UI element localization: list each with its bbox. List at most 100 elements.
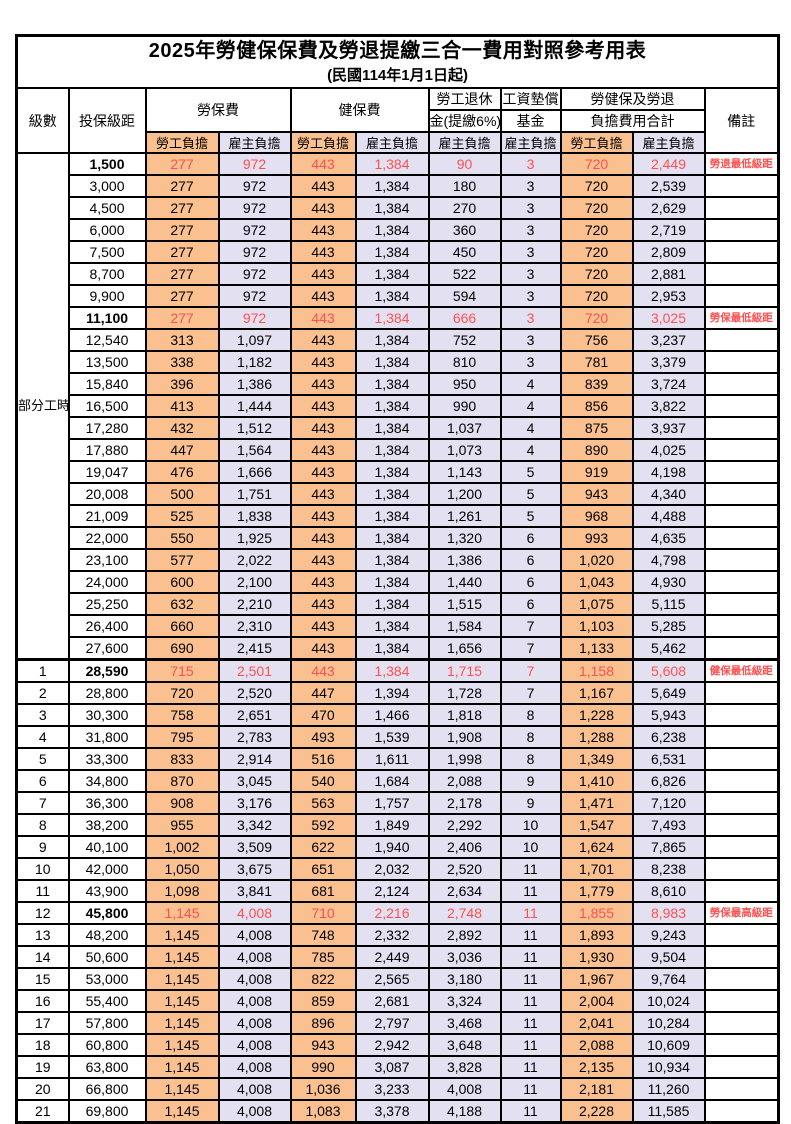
level-cell: 3	[15, 703, 70, 727]
pension-employer-cell: 1,386	[427, 548, 502, 572]
labor-fee-employee-cell: 277	[144, 218, 220, 242]
labor-fee-employee-cell: 600	[144, 570, 220, 594]
total-employer-cell: 10,609	[631, 1033, 706, 1057]
total-employee-cell: 1,701	[559, 857, 634, 881]
pension-employer-cell: 270	[427, 196, 502, 220]
pension-employer-cell: 90	[427, 152, 502, 176]
remark-cell	[703, 460, 780, 484]
health-fee-employee-cell: 1,083	[289, 1099, 357, 1124]
bracket-cell: 33,300	[67, 747, 147, 771]
labor-fee-employee-cell: 277	[144, 152, 220, 176]
remark-cell	[703, 636, 780, 661]
total-employee-cell: 720	[559, 218, 634, 242]
health-fee-employer-cell: 2,332	[354, 923, 430, 947]
level-cell: 9	[15, 835, 70, 859]
pension-employer-cell: 3,828	[427, 1055, 502, 1079]
remark-cell	[703, 416, 780, 440]
table-row: 15 53,000 1,145 4,008 822 2,565 3,180 11…	[15, 967, 780, 991]
bracket-cell: 22,000	[67, 526, 147, 550]
labor-fee-employer-cell: 1,512	[217, 416, 292, 440]
labor-fee-employer-cell: 1,386	[217, 372, 292, 396]
col-header-pension-line2: 金(提繳6%)	[427, 109, 502, 133]
pension-employer-cell: 950	[427, 372, 502, 396]
wage-fund-employer-cell: 10	[499, 835, 562, 859]
col-header-labor-fee: 勞保費	[144, 87, 292, 133]
labor-fee-employer-cell: 972	[217, 196, 292, 220]
remark-cell	[703, 1011, 780, 1035]
labor-fee-employer-cell: 2,100	[217, 570, 292, 594]
labor-fee-employee-cell: 1,002	[144, 835, 220, 859]
table-row: 20,008 500 1,751 443 1,384 1,200 5 943 4…	[17, 482, 780, 506]
wage-fund-employer-cell: 5	[499, 460, 562, 484]
total-employee-cell: 1,855	[559, 901, 634, 925]
pension-employer-cell: 752	[427, 328, 502, 352]
bracket-cell: 12,540	[67, 328, 147, 352]
total-employee-cell: 720	[559, 284, 634, 308]
health-fee-employer-cell: 1,384	[354, 284, 430, 308]
wage-fund-employer-cell: 9	[499, 769, 562, 793]
table-row: 7 36,300 908 3,176 563 1,757 2,178 9 1,4…	[15, 791, 780, 815]
fee-table-body: 部分工時 1,500 277 972 443 1,384 90 3 720 2,…	[15, 152, 780, 1124]
wage-fund-employer-cell: 11	[499, 1055, 562, 1079]
level-cell: 20	[15, 1077, 70, 1101]
fee-table: 2025年勞健保保費及勞退提繳三合一費用對照參考用表 (民國114年1月1日起)…	[15, 34, 780, 1124]
remark-cell: 勞保最高級距	[703, 901, 780, 925]
pension-employer-cell: 2,892	[427, 923, 502, 947]
bracket-cell: 20,008	[67, 482, 147, 506]
remark-cell	[703, 1055, 780, 1079]
labor-fee-employee-cell: 870	[144, 769, 220, 793]
labor-fee-employer-cell: 2,022	[217, 548, 292, 572]
wage-fund-employer-cell: 6	[499, 548, 562, 572]
wage-fund-employer-cell: 6	[499, 592, 562, 616]
health-fee-employer-cell: 1,384	[354, 328, 430, 352]
total-employee-cell: 2,088	[559, 1033, 634, 1057]
health-fee-employee-cell: 443	[289, 152, 357, 176]
labor-fee-employee-cell: 1,145	[144, 901, 220, 925]
labor-fee-employer-cell: 972	[217, 240, 292, 264]
bracket-cell: 26,400	[67, 614, 147, 638]
total-employer-cell: 10,934	[631, 1055, 706, 1079]
labor-fee-employer-cell: 4,008	[217, 1099, 292, 1124]
total-employee-cell: 875	[559, 416, 634, 440]
wage-fund-employer-cell: 8	[499, 747, 562, 771]
health-fee-employer-cell: 2,216	[354, 901, 430, 925]
health-fee-employee-cell: 681	[289, 879, 357, 903]
health-fee-employer-cell: 2,681	[354, 989, 430, 1013]
total-employer-cell: 4,488	[631, 504, 706, 528]
bracket-cell: 4,500	[67, 196, 147, 220]
health-fee-employee-cell: 592	[289, 813, 357, 837]
labor-fee-employer-cell: 1,097	[217, 328, 292, 352]
bracket-cell: 45,800	[67, 901, 147, 925]
pension-employer-cell: 594	[427, 284, 502, 308]
total-employer-cell: 5,943	[631, 703, 706, 727]
labor-fee-employee-cell: 758	[144, 703, 220, 727]
labor-fee-employer-cell: 2,210	[217, 592, 292, 616]
total-employer-cell: 3,937	[631, 416, 706, 440]
table-row: 7,500 277 972 443 1,384 450 3 720 2,809	[17, 240, 780, 264]
health-fee-employee-cell: 822	[289, 967, 357, 991]
col-header-total-line1: 勞健保及勞退	[559, 87, 706, 111]
health-fee-employer-cell: 1,384	[354, 526, 430, 550]
remark-cell	[703, 548, 780, 572]
health-fee-employee-cell: 540	[289, 769, 357, 793]
labor-fee-employer-cell: 4,008	[217, 901, 292, 925]
total-employee-cell: 1,228	[559, 703, 634, 727]
health-fee-employer-cell: 1,384	[354, 570, 430, 594]
health-fee-employer-cell: 1,384	[354, 152, 430, 176]
table-row: 11 43,900 1,098 3,841 681 2,124 2,634 11…	[15, 879, 780, 903]
health-fee-employee-cell: 785	[289, 945, 357, 969]
labor-fee-employer-cell: 1,444	[217, 394, 292, 418]
labor-fee-employee-cell: 690	[144, 636, 220, 661]
table-row: 13,500 338 1,182 443 1,384 810 3 781 3,3…	[17, 350, 780, 374]
labor-fee-employer-cell: 3,342	[217, 813, 292, 837]
health-fee-employee-cell: 443	[289, 284, 357, 308]
health-fee-employer-cell: 1,394	[354, 681, 430, 705]
bracket-cell: 63,800	[67, 1055, 147, 1079]
level-cell: 11	[15, 879, 70, 903]
labor-fee-employer-cell: 1,751	[217, 482, 292, 506]
total-employer-cell: 4,025	[631, 438, 706, 462]
health-fee-employee-cell: 443	[289, 570, 357, 594]
table-row: 6 34,800 870 3,045 540 1,684 2,088 9 1,4…	[15, 769, 780, 793]
wage-fund-employer-cell: 9	[499, 791, 562, 815]
total-employee-cell: 1,020	[559, 548, 634, 572]
